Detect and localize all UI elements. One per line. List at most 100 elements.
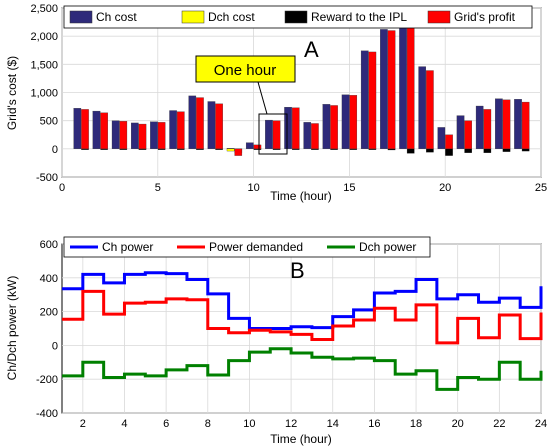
- legend-swatch: [181, 10, 205, 24]
- legend-label: Ch cost: [96, 10, 137, 24]
- bar-ch-cost-21: [456, 115, 465, 149]
- bar-grid-s-profit-21: [464, 120, 472, 149]
- bar-grid-s-profit-15: [349, 95, 358, 149]
- panel-a-y-tick-label: 1,000: [30, 88, 58, 100]
- legend-label: Power demanded: [209, 240, 303, 254]
- panel-a-legend: Ch cost Dch cost Reward to the IPL Grid's p…: [63, 5, 533, 29]
- bar-grid-s-profit-2: [100, 112, 108, 149]
- panel-b-x-tick-label: 8: [205, 418, 211, 430]
- bar-ch-cost-12: [284, 106, 292, 149]
- panel-b-label: B: [290, 258, 305, 283]
- bar-grid-s-profit-12: [291, 107, 300, 149]
- bar-grid-s-profit-16: [368, 51, 377, 149]
- series-line-power-demanded: [62, 289, 543, 345]
- bar-ch-cost-14: [322, 104, 331, 149]
- panel-b-x-tick-label: 20: [452, 418, 464, 430]
- series-line-ch-power: [62, 271, 543, 330]
- panel-b-y-ticks: -400 -200 0 200 400 600: [36, 239, 58, 420]
- bar-ch-cost-18: [399, 22, 407, 149]
- panel-a-x-tick-label: 25: [535, 182, 547, 194]
- bar-grid-s-profit-1: [81, 109, 89, 149]
- bar-grid-s-profit-19: [426, 70, 434, 149]
- bar-ch-cost-3: [111, 120, 120, 149]
- bar-grid-s-profit-4: [138, 123, 147, 149]
- bar-grid-s-profit-11: [272, 120, 281, 149]
- bar-grid-s-profit-7: [196, 97, 204, 149]
- bar-grid-s-profit-3: [119, 121, 128, 149]
- panel-b-x-tick-label: 16: [368, 418, 380, 430]
- panel-a-x-tick-label: 0: [59, 182, 65, 194]
- panel-b-y-tick-label: 600: [40, 239, 58, 251]
- bar-grid-s-profit-24: [521, 101, 530, 149]
- bar-ch-cost-16: [360, 50, 369, 149]
- bar-ch-cost-6: [169, 110, 177, 149]
- panel-a-y-tick-label: 500: [40, 116, 58, 128]
- bar-grid-s-profit-14: [330, 105, 338, 149]
- panel-b-x-tick-label: 4: [121, 418, 127, 430]
- panel-a-y-tick-label: 1,500: [30, 59, 58, 71]
- bar-grid-s-profit-22: [483, 109, 492, 149]
- legend-swatch: [427, 10, 451, 24]
- panel-b-y-tick-label: 400: [40, 273, 58, 285]
- bar-grid-s-profit-18: [406, 27, 415, 149]
- bar-reward-to-the-ipl-19: [426, 148, 434, 153]
- bar-ch-cost-1: [73, 108, 82, 149]
- panel-a-bars: [73, 22, 530, 156]
- bar-ch-cost-10: [245, 142, 254, 149]
- panel-b-x-ticks: 2 4 6 8 10 12 14 16 18 20 22 24: [80, 418, 547, 430]
- bar-ch-cost-19: [418, 66, 426, 149]
- bar-grid-s-profit-20: [445, 134, 453, 149]
- bar-ch-cost-22: [475, 105, 484, 149]
- bar-ch-cost-11: [265, 119, 273, 149]
- bar-grid-s-profit-5: [157, 122, 166, 149]
- panel-b-x-tick-label: 10: [243, 418, 255, 430]
- panel-a-x-ticks: 0 5 10 15 20 25: [59, 182, 547, 194]
- bar-grid-s-profit-13: [311, 123, 319, 149]
- panel-b-y-tick-label: -200: [36, 374, 58, 386]
- bar-ch-cost-17: [380, 29, 388, 149]
- panel-a-y-tick-label: 0: [52, 144, 58, 156]
- bar-ch-cost-5: [150, 121, 158, 149]
- bar-reward-to-the-ipl-20: [445, 148, 453, 156]
- legend-label: Dch cost: [208, 10, 255, 24]
- panel-a-label: A: [304, 37, 319, 62]
- bar-ch-cost-7: [188, 95, 197, 149]
- bar-reward-to-the-ipl-22: [483, 148, 492, 153]
- legend-label: Grid's profit: [454, 10, 516, 24]
- panel-a-xlabel: Time (hour): [270, 189, 332, 203]
- panel-a-y-tick-label: 2,000: [30, 31, 58, 43]
- panel-a-ylabel: Grid's cost ($): [5, 56, 19, 130]
- bar-ch-cost-2: [92, 110, 101, 149]
- panel-b-lines: [62, 271, 543, 391]
- bar-grid-s-profit-9: [234, 148, 243, 156]
- bar-ch-cost-4: [131, 122, 139, 149]
- panel-b-legend: Ch power Power demanded Dch power: [63, 236, 431, 258]
- panel-b-x-tick-label: 14: [327, 418, 339, 430]
- panel-b-x-tick-label: 22: [493, 418, 505, 430]
- panel-a-x-tick-label: 20: [439, 182, 451, 194]
- bar-ch-cost-23: [495, 98, 503, 149]
- bar-reward-to-the-ipl-17: [387, 148, 396, 151]
- panel-b-x-tick-label: 12: [285, 418, 297, 430]
- panel-b-x-tick-label: 24: [535, 418, 547, 430]
- legend-label: Reward to the IPL: [311, 10, 407, 24]
- panel-b-y-tick-label: -400: [36, 408, 58, 420]
- panel-b-x-tick-label: 6: [163, 418, 169, 430]
- panel-a-y-ticks: -500 0 500 1,000 1,500 2,000 2,500: [30, 3, 58, 184]
- bar-reward-to-the-ipl-18: [406, 148, 415, 154]
- one-hour-label: One hour: [214, 62, 277, 79]
- panel-b-y-tick-label: 0: [52, 340, 58, 352]
- bar-grid-s-profit-8: [215, 103, 223, 149]
- panel-a-x-tick-label: 5: [155, 182, 161, 194]
- bar-ch-cost-15: [341, 94, 350, 149]
- legend-label: Ch power: [102, 240, 153, 254]
- bar-grid-s-profit-23: [502, 99, 511, 149]
- legend-label: Dch power: [359, 240, 416, 254]
- panel-b-x-tick-label: 2: [80, 418, 86, 430]
- series-line-dch-power: [62, 347, 543, 391]
- legend-swatch: [284, 10, 308, 24]
- bar-reward-to-the-ipl-23: [502, 148, 511, 152]
